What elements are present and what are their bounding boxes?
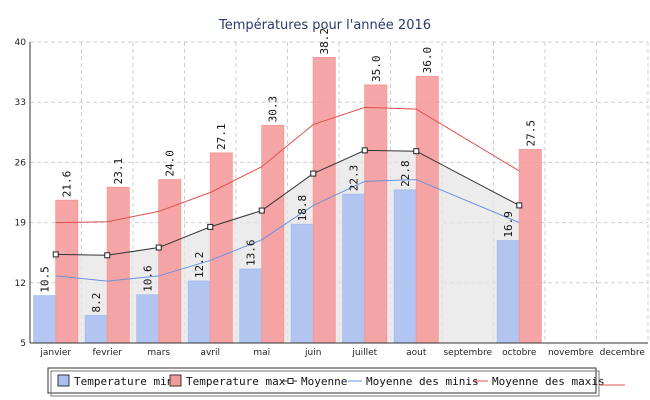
data-label: 10.5 [39,266,52,293]
data-label: 24.0 [164,150,177,177]
data-label: 13.6 [245,240,258,267]
average-marker [310,170,317,177]
x-tick-label: octobre [502,348,537,358]
data-label: 23.1 [112,158,125,185]
line-layer [52,106,523,282]
legend-label: Temperature max [186,375,286,388]
axis-layer: 5 12 19 26 33 40 janvier fevrier mars avril mai jui… [15,38,648,358]
x-tick-label: janvier [39,348,71,358]
y-tick-label: 19 [15,219,27,229]
x-tick-label: juin [304,348,321,358]
average-marker [52,251,59,258]
average-marker [155,244,162,251]
bar-temperature-min [342,193,366,344]
average-marker [413,148,420,155]
bar-temperature-min [496,240,520,344]
data-label: 27.5 [524,120,537,147]
line-moyenne-des-maxis [55,106,520,224]
y-tick-label: 5 [20,339,26,349]
x-tick-label: fevrier [93,348,123,358]
average-marker [361,147,368,154]
bar-temperature-max [55,199,79,344]
x-tick-label: mars [147,348,170,358]
y-tick-label: 33 [15,98,26,108]
bar-temperature-min [33,295,57,344]
legend-swatch [169,374,182,387]
bar-temperature-max [518,149,542,344]
x-tick-label: septembre [443,348,492,358]
bar-temperature-max [209,152,233,344]
data-label: 30.3 [267,96,280,123]
data-label: 22.3 [348,165,361,192]
data-label: 16.9 [502,211,515,238]
average-marker [104,252,111,259]
average-marker [258,207,265,214]
data-label: 10.6 [142,265,155,292]
data-label: 36.0 [421,47,434,74]
x-tick-label: avril [200,348,220,358]
legend-label: Moyenne des minis [366,375,479,388]
legend-marker [287,378,294,384]
bar-temperature-max [415,75,439,344]
x-tick-label: novembre [548,348,594,358]
legend-shadow [50,370,600,397]
legend-label: Moyenne des maxis [492,375,605,388]
x-tick-label: mai [253,348,270,358]
bar-temperature-min [84,314,108,344]
data-label: 12.2 [193,252,206,279]
bar-temperature-max [106,186,130,344]
legend: Temperature min Temperature max Moyenne Moy… [47,367,625,397]
x-tick-label: juillet [351,348,377,358]
average-marker [516,202,523,209]
bar-temperature-min [136,294,160,344]
x-tick-label: decembre [600,348,646,358]
bar-temperature-min [187,280,211,344]
data-label: 22.8 [399,160,412,187]
y-tick-label: 12 [15,279,26,289]
chart-title: Températures pour l'année 2016 [218,18,431,33]
data-label: 27.1 [215,123,228,150]
y-tick-label: 26 [15,158,27,168]
bar-temperature-min [393,189,417,344]
x-tick-label: aout [406,348,427,358]
data-label: 8.2 [90,293,103,313]
data-label: 18.8 [296,195,309,222]
average-marker [207,223,214,230]
bar-temperature-min [290,223,314,344]
legend-swatch [57,374,70,387]
bar-temperature-max [364,84,388,344]
bar-temperature-min [239,268,263,344]
legend-label: Temperature min [74,375,173,388]
data-label: 35.0 [370,56,383,83]
legend-box [47,367,597,394]
line-moyenne-des-minis [55,179,520,282]
legend-label: Moyenne [301,375,347,388]
data-label: 21.6 [61,171,74,198]
label-layer: 10.5 8.2 10.6 12.2 13.6 18.8 22.3 22.8 16.9 21.6 2… [39,28,538,313]
y-tick-label: 40 [15,38,27,48]
data-label: 38.2 [318,28,331,55]
